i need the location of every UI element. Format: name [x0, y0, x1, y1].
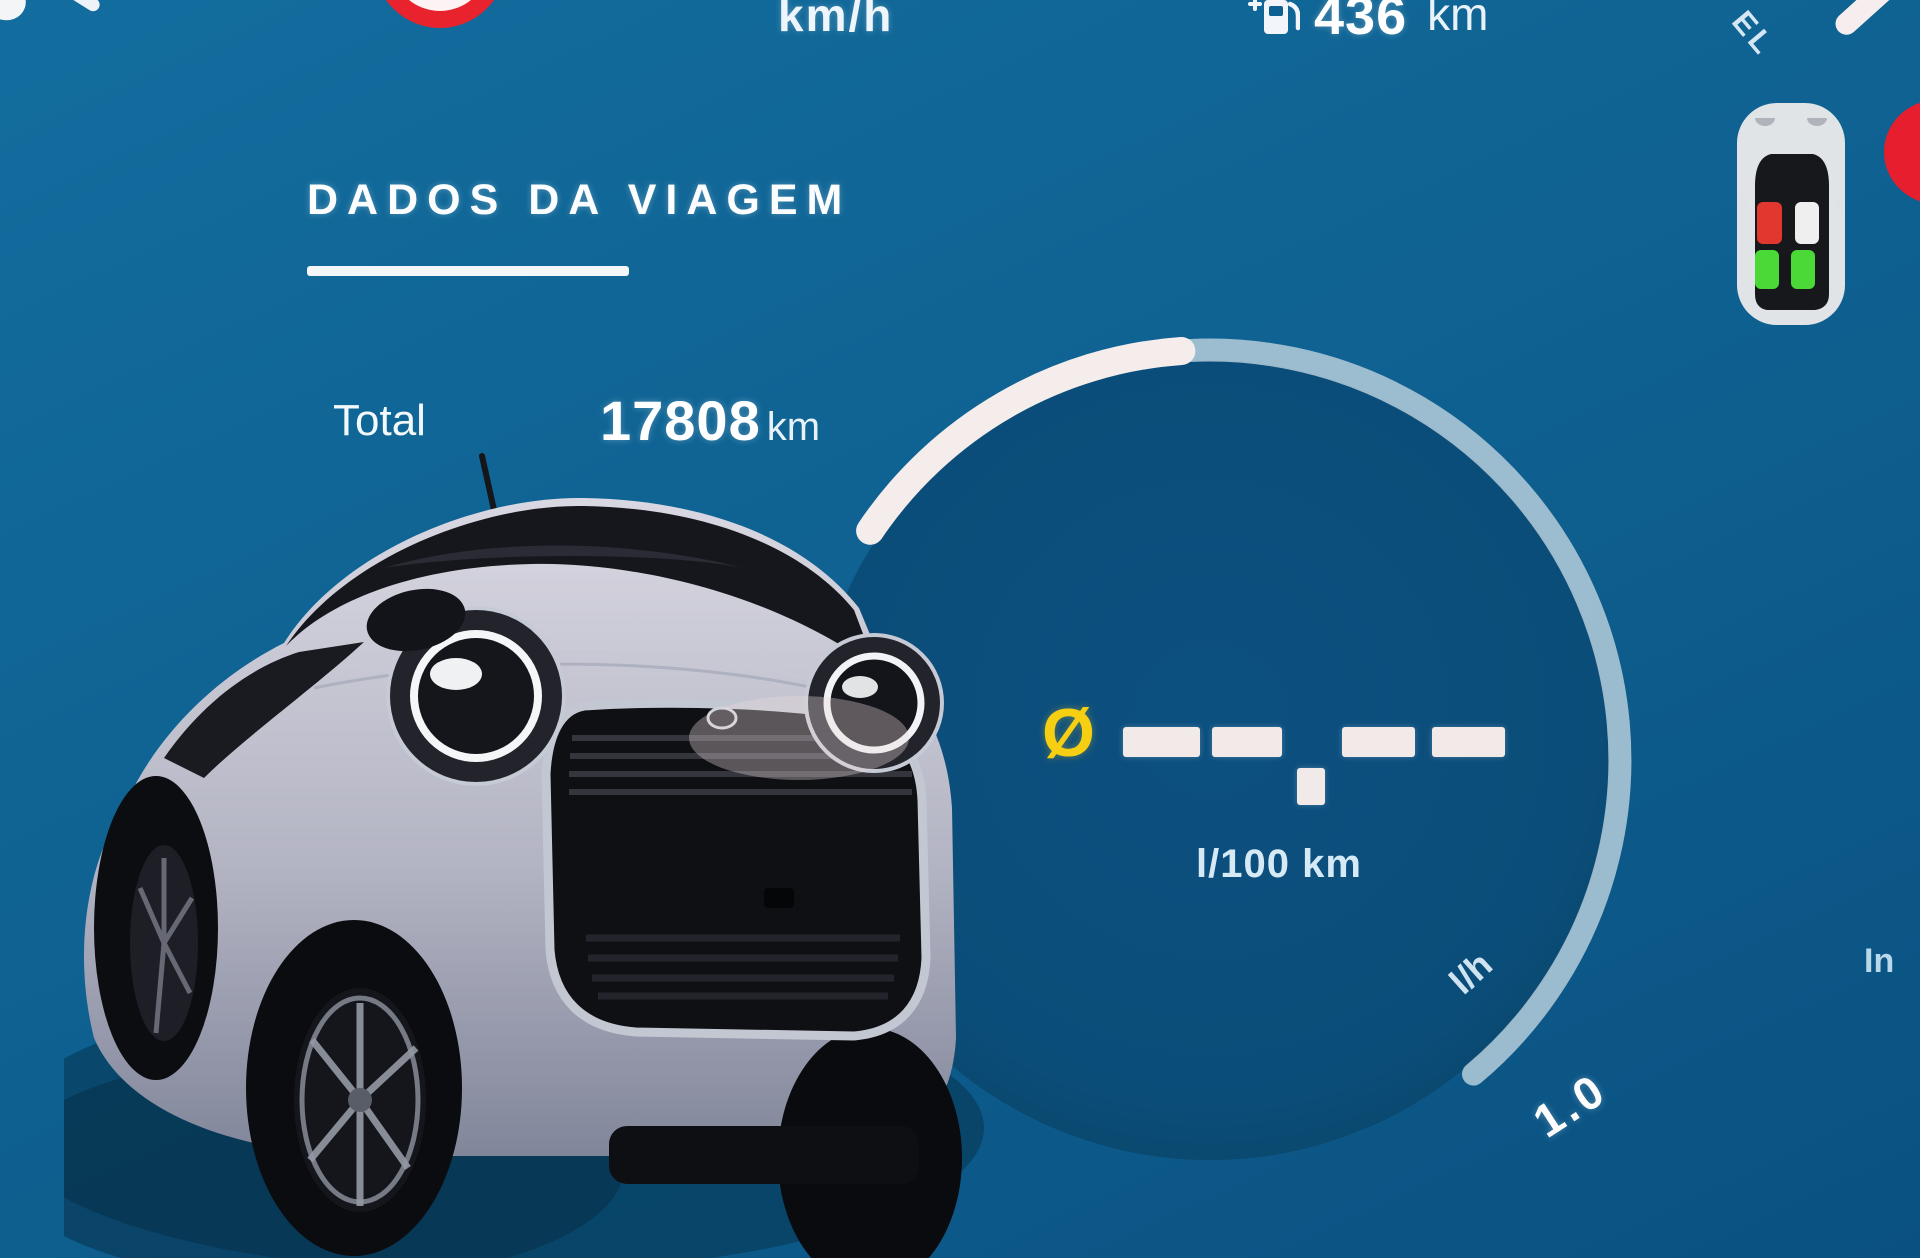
front-left-spokes — [307, 1003, 419, 1206]
title-underline — [307, 266, 629, 276]
odometer-value: 17808 — [600, 389, 761, 452]
clipped-right-label: In — [1864, 942, 1895, 980]
seat-rear-right — [1791, 250, 1815, 289]
gauge-track-arc — [1155, 338, 1632, 1086]
side-mirror — [366, 588, 466, 652]
fuel-range-value: 436 — [1314, 0, 1408, 46]
underbody — [609, 1126, 919, 1184]
grille — [541, 698, 931, 1041]
seat-car-mirror-right — [1835, 194, 1843, 212]
seat-front-right — [1795, 202, 1819, 244]
hood-detail-right — [1807, 118, 1827, 126]
value-dash-3 — [1342, 727, 1415, 757]
value-dash-1 — [1123, 727, 1200, 757]
right-headlight — [804, 633, 944, 773]
value-dash-2 — [1212, 727, 1282, 757]
average-symbol: Ø — [1042, 695, 1095, 771]
bonnet-line — [313, 662, 865, 702]
trip-row-label: Total — [333, 396, 426, 445]
trip-panel-title: DADOS DA VIAGEM — [307, 176, 852, 224]
seat-rear-left — [1755, 250, 1779, 289]
mini-badge — [706, 706, 738, 730]
speed-unit-label: km/h — [778, 0, 894, 41]
seat-front-left — [1757, 202, 1782, 244]
hood-detail-left — [1755, 118, 1775, 126]
fuel-range: 436 km — [1248, 0, 1489, 46]
side-window — [164, 642, 364, 778]
fuel-pump-icon — [1248, 0, 1300, 34]
grille-lower-slats — [586, 934, 900, 1000]
rear-left-spokes — [137, 858, 195, 1034]
value-dash-4 — [1432, 727, 1505, 757]
odometer-unit: km — [766, 405, 821, 449]
front-left-hub — [348, 1088, 372, 1112]
trip-row-value: 17808 km — [600, 388, 820, 453]
gauge-inner-circle — [810, 360, 1610, 1160]
windshield-reflection — [384, 545, 744, 568]
seat-car-mirror-left — [1739, 194, 1747, 212]
value-decimal-point — [1297, 768, 1325, 805]
fuel-range-unit: km — [1427, 0, 1489, 40]
left-headlight — [386, 606, 566, 786]
seatbelt-status-icon — [1737, 103, 1845, 325]
car-roof-glass — [286, 505, 876, 668]
grille-upper-slats — [569, 735, 912, 795]
gauge-filled-arc — [856, 337, 1196, 545]
vehicle-image — [64, 453, 984, 1258]
consumption-unit-label: l/100 km — [1196, 842, 1362, 886]
bonnet-reflection — [689, 696, 909, 780]
front-sensor — [764, 888, 794, 908]
